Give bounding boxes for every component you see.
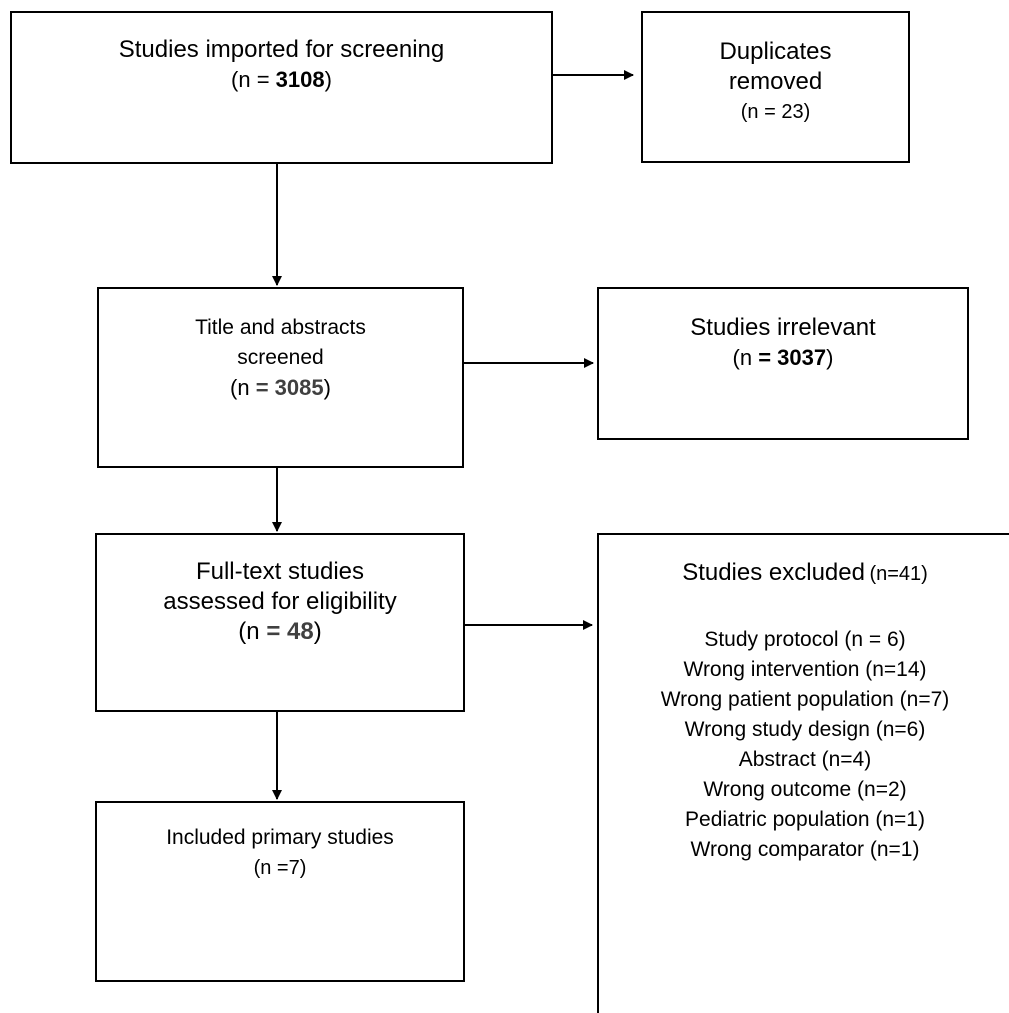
imported-count: (n = 3108)	[231, 67, 332, 92]
excluded-reason: Wrong study design (n=6)	[684, 718, 926, 741]
box-included-primary-studies: Included primary studies (n =7)	[95, 801, 465, 982]
irrelevant-label: Studies irrelevant	[690, 314, 876, 341]
box-duplicates-removed: Duplicates removed (n = 23)	[641, 11, 910, 163]
screened-label-line2: screened	[237, 346, 324, 369]
fulltext-label-line1: Full-text studies	[195, 558, 365, 585]
excluded-reasons-list: Study protocol (n = 6) Wrong interventio…	[599, 625, 1009, 865]
screened-count: (n = 3085)	[230, 375, 331, 400]
included-label: Included primary studies	[166, 826, 394, 849]
fulltext-count: (n = 48)	[238, 618, 322, 645]
excluded-reason: Study protocol (n = 6)	[704, 628, 906, 651]
box-studies-irrelevant: Studies irrelevant (n = 3037)	[597, 287, 969, 440]
imported-label: Studies imported for screening	[118, 36, 445, 63]
duplicates-label-line1: Duplicates	[719, 38, 832, 65]
box-studies-excluded: Studies excluded (n=41) Study protocol (…	[597, 533, 1009, 1013]
excluded-reason: Pediatric population (n=1)	[685, 808, 925, 831]
duplicates-count: (n = 23)	[740, 101, 811, 123]
excluded-reason: Wrong outcome (n=2)	[703, 778, 907, 801]
box-title-abstracts-screened: Title and abstracts screened (n = 3085)	[97, 287, 464, 468]
excluded-title: Studies excluded (n=41)	[682, 559, 928, 586]
screened-label-line1: Title and abstracts	[195, 316, 366, 339]
included-count: (n =7)	[253, 857, 307, 879]
excluded-reason: Wrong patient population (n=7)	[660, 688, 950, 711]
irrelevant-count: (n = 3037)	[732, 345, 834, 370]
excluded-reason: Wrong comparator (n=1)	[690, 838, 920, 861]
excluded-reason: Wrong intervention (n=14)	[683, 658, 927, 681]
box-fulltext-assessed: Full-text studies assessed for eligibili…	[95, 533, 465, 712]
box-studies-imported: Studies imported for screening (n = 3108…	[10, 11, 553, 164]
fulltext-label-line2: assessed for eligibility	[163, 588, 397, 615]
duplicates-label-line2: removed	[728, 68, 823, 95]
excluded-reason: Abstract (n=4)	[738, 748, 872, 771]
